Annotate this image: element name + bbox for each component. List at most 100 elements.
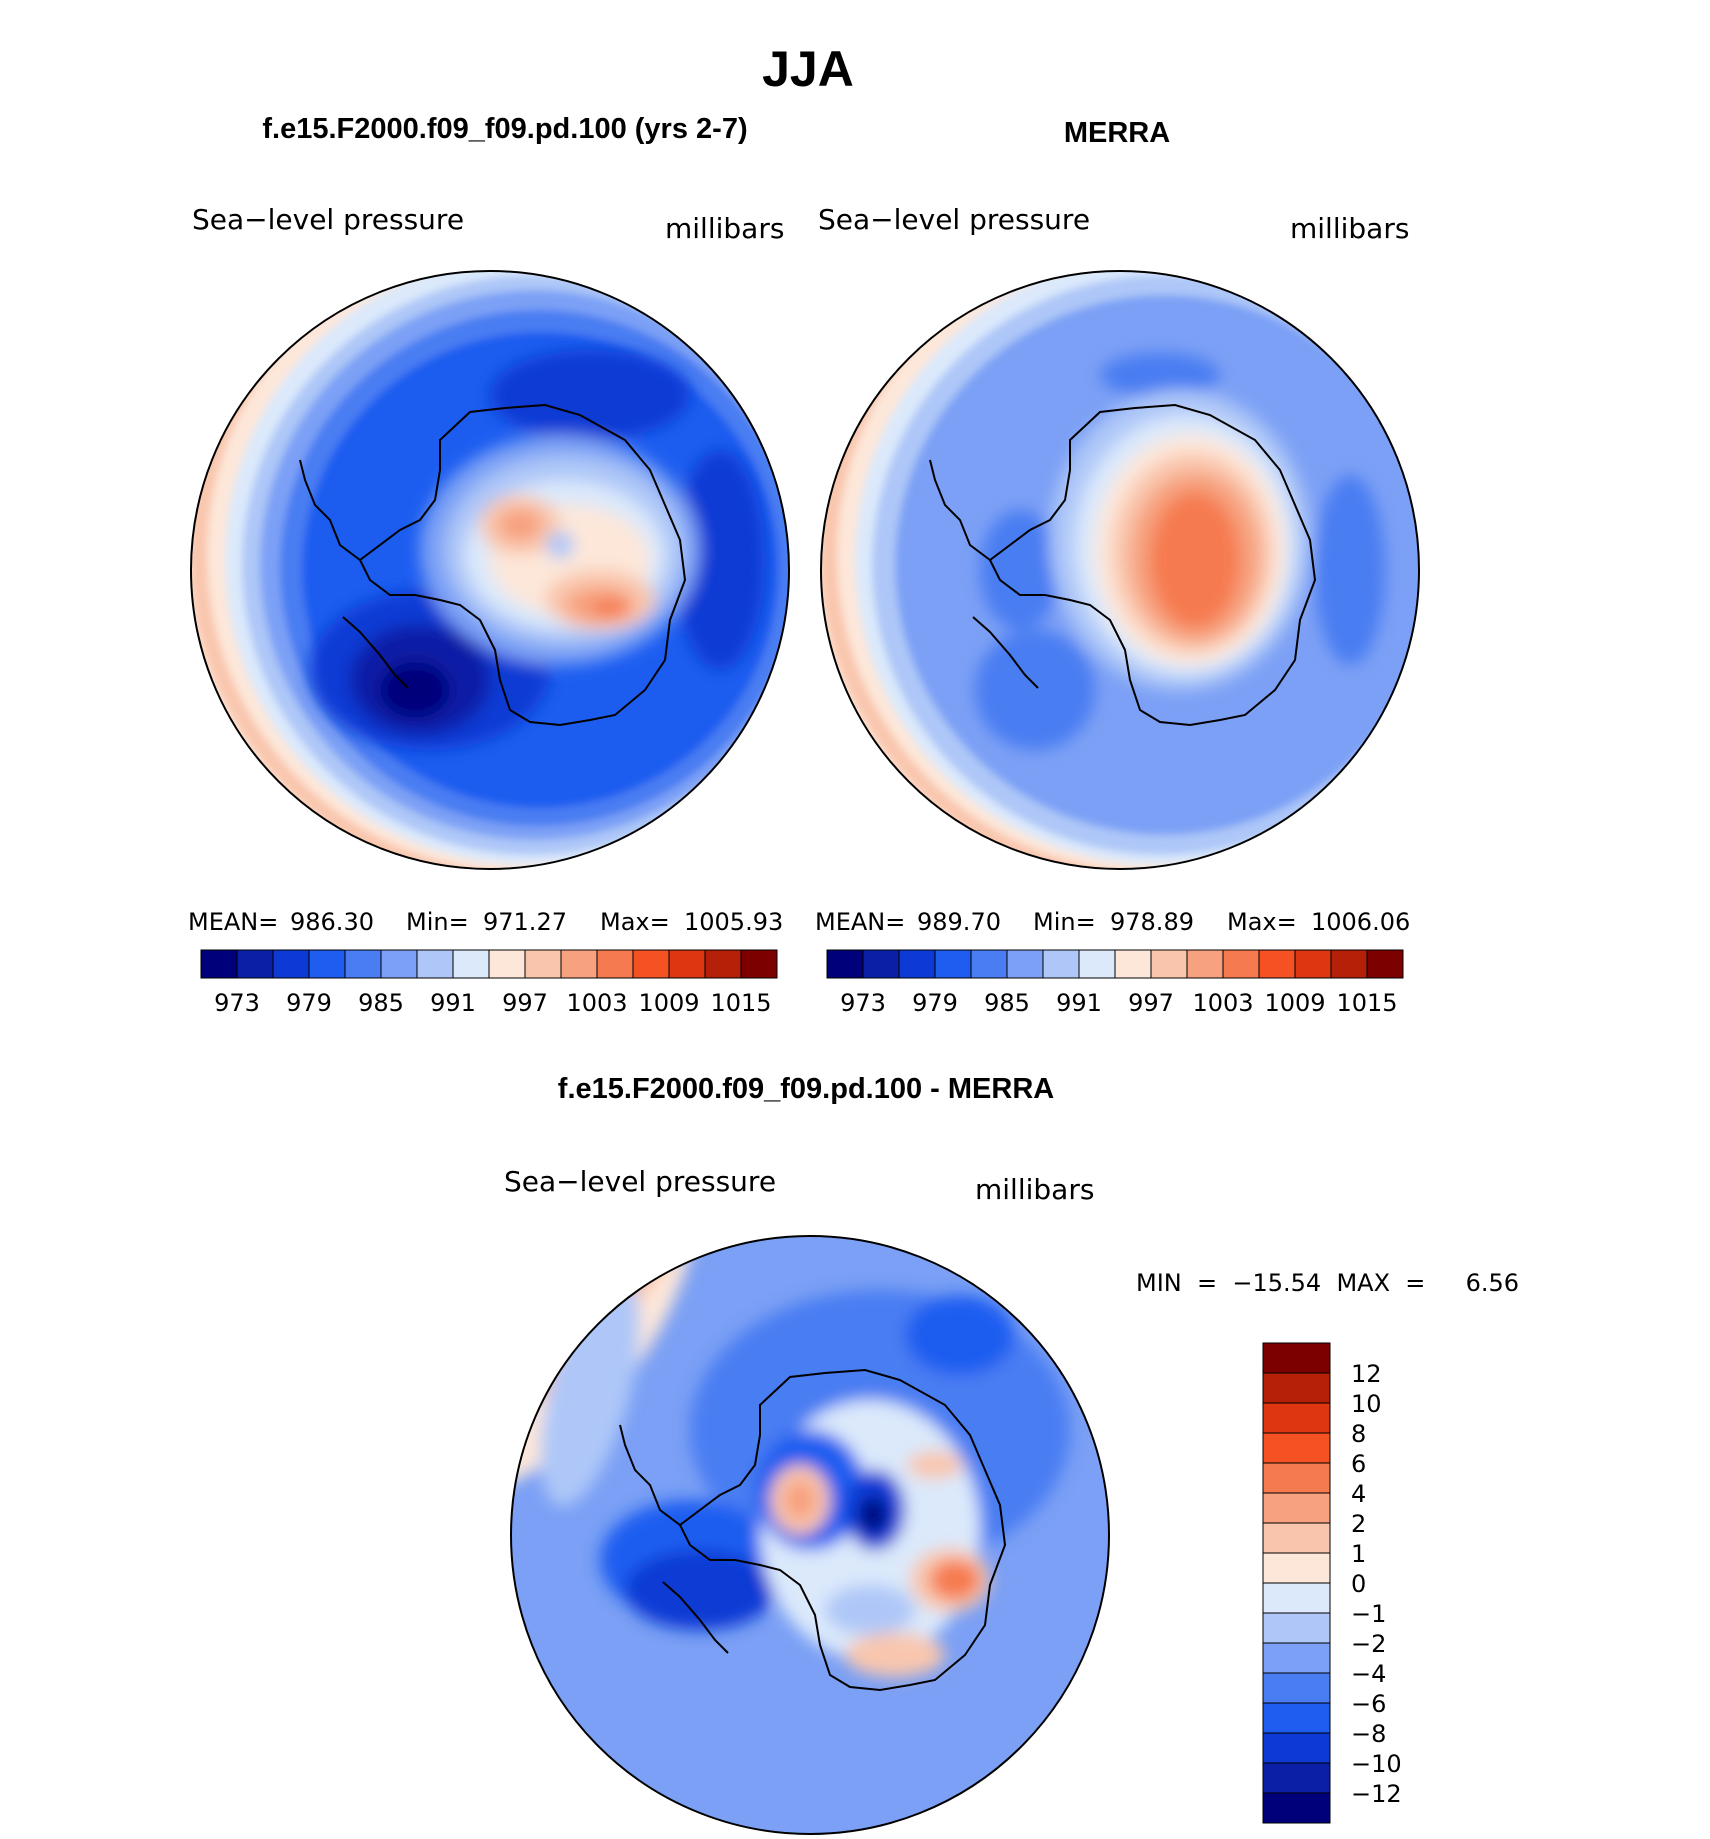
colorbar-swatch [862, 949, 900, 979]
cbar-label: 991 [430, 989, 476, 1017]
colorbar-swatch [380, 949, 418, 979]
panel-merra-min: 978.89 [1110, 908, 1194, 936]
colorbar-swatch [1330, 949, 1368, 979]
panel-difference-min-text: MIN = −15.54 MAX = [1136, 1269, 1425, 1297]
colorbar-swatch [1258, 949, 1296, 979]
panel-merra-min-label: Min= [1033, 908, 1096, 936]
panel-merra: MERRA Sea−level pressure millibars [815, 117, 1420, 1017]
panel-model-mean: 986.30 [290, 908, 374, 936]
panel-model-map-border [190, 270, 790, 870]
panel-merra-mean-label: MEAN= [815, 908, 905, 936]
panel-difference-map-border [510, 1235, 1110, 1835]
panel-model: f.e15.F2000.f09_f09.pd.100 (yrs 2-7) Sea… [188, 113, 790, 1017]
cbar-label: 12 [1351, 1360, 1382, 1388]
colorbar-swatch [740, 949, 778, 979]
colorbar-swatch [200, 949, 238, 979]
panel-model-colorbar-labels: 973 979 985 991 997 1003 1009 1015 [214, 989, 771, 1017]
cbar-label: 973 [214, 989, 260, 1017]
colorbar-swatch [1006, 949, 1044, 979]
colorbar-swatch [970, 949, 1008, 979]
cbar-label: 8 [1351, 1420, 1366, 1448]
colorbar-swatch [1262, 1522, 1331, 1554]
cbar-label: 979 [912, 989, 958, 1017]
colorbar-swatch [898, 949, 936, 979]
colorbar-swatch [934, 949, 972, 979]
colorbar-swatch [632, 949, 670, 979]
cbar-label: 979 [286, 989, 332, 1017]
colorbar-swatch [1262, 1642, 1331, 1674]
colorbar-swatch [1262, 1402, 1331, 1434]
cbar-label: −10 [1351, 1750, 1402, 1778]
colorbar-swatch [1262, 1762, 1331, 1794]
panel-model-max-label: Max= [600, 908, 670, 936]
cbar-label: 1009 [1264, 989, 1325, 1017]
colorbar-swatch [1262, 1672, 1331, 1704]
colorbar-swatch [1262, 1792, 1331, 1824]
cbar-label: 997 [502, 989, 548, 1017]
colorbar-swatch [344, 949, 382, 979]
panel-merra-title: MERRA [1064, 117, 1170, 149]
cbar-label: 6 [1351, 1450, 1366, 1478]
panel-merra-max-label: Max= [1227, 908, 1297, 936]
panel-model-map [191, 271, 789, 869]
cbar-label: −6 [1351, 1690, 1386, 1718]
panel-merra-max: 1006.06 [1311, 908, 1410, 936]
colorbar-swatch [524, 949, 562, 979]
cbar-label: 1009 [638, 989, 699, 1017]
colorbar-swatch [1078, 949, 1116, 979]
cbar-label: 973 [840, 989, 886, 1017]
cbar-label: 4 [1351, 1480, 1366, 1508]
panel-merra-colorbar-labels: 973 979 985 991 997 1003 1009 1015 [840, 989, 1397, 1017]
cbar-label: 0 [1351, 1570, 1366, 1598]
cbar-label: −12 [1351, 1780, 1402, 1808]
cbar-label: −8 [1351, 1720, 1386, 1748]
colorbar-swatch [488, 949, 526, 979]
panel-model-variable: Sea−level pressure [192, 203, 464, 236]
panel-model-title: f.e15.F2000.f09_f09.pd.100 (yrs 2-7) [262, 113, 747, 145]
colorbar-swatch [1262, 1702, 1331, 1734]
colorbar-swatch [452, 949, 490, 979]
cbar-label: 1015 [1336, 989, 1397, 1017]
colorbar-swatch [1262, 1462, 1331, 1494]
colorbar-swatch [1150, 949, 1188, 979]
cbar-label: 1 [1351, 1540, 1366, 1568]
panel-merra-colorbar [826, 949, 1404, 979]
panel-merra-map [821, 271, 1419, 869]
panel-difference-map [511, 1236, 1109, 1834]
colorbar-swatch [1262, 1372, 1331, 1404]
colorbar-swatch [1042, 949, 1080, 979]
colorbar-swatch [1262, 1492, 1331, 1524]
panel-difference-max-value: 6.56 [1466, 1269, 1519, 1297]
colorbar-swatch [1366, 949, 1404, 979]
panel-model-max: 1005.93 [684, 908, 783, 936]
panel-difference: f.e15.F2000.f09_f09.pd.100 - MERRA Sea−l… [504, 1073, 1519, 1835]
cbar-label: 10 [1351, 1390, 1382, 1418]
colorbar-swatch [1262, 1612, 1331, 1644]
panel-model-min: 971.27 [483, 908, 567, 936]
cbar-label: −2 [1351, 1630, 1386, 1658]
colorbar-swatch [416, 949, 454, 979]
colorbar-swatch [1186, 949, 1224, 979]
colorbar-swatch [596, 949, 634, 979]
panel-merra-units: millibars [1290, 212, 1409, 245]
cbar-label: −4 [1351, 1660, 1386, 1688]
panel-model-min-label: Min= [406, 908, 469, 936]
panel-difference-variable: Sea−level pressure [504, 1165, 776, 1198]
colorbar-swatch [308, 949, 346, 979]
colorbar-swatch [1262, 1342, 1331, 1374]
colorbar-swatch [668, 949, 706, 979]
colorbar-swatch [1114, 949, 1152, 979]
cbar-label: 997 [1128, 989, 1174, 1017]
colorbar-swatch [1262, 1732, 1331, 1764]
colorbar-swatch [272, 949, 310, 979]
panel-merra-mean: 989.70 [917, 908, 1001, 936]
colorbar-swatch [1262, 1432, 1331, 1464]
colorbar-swatch [236, 949, 274, 979]
panel-difference-title: f.e15.F2000.f09_f09.pd.100 - MERRA [558, 1073, 1054, 1105]
cbar-label: 1015 [710, 989, 771, 1017]
panel-merra-map-border [820, 270, 1420, 870]
panel-difference-units: millibars [975, 1173, 1094, 1206]
cbar-label: 1003 [566, 989, 627, 1017]
cbar-label: −1 [1351, 1600, 1386, 1628]
